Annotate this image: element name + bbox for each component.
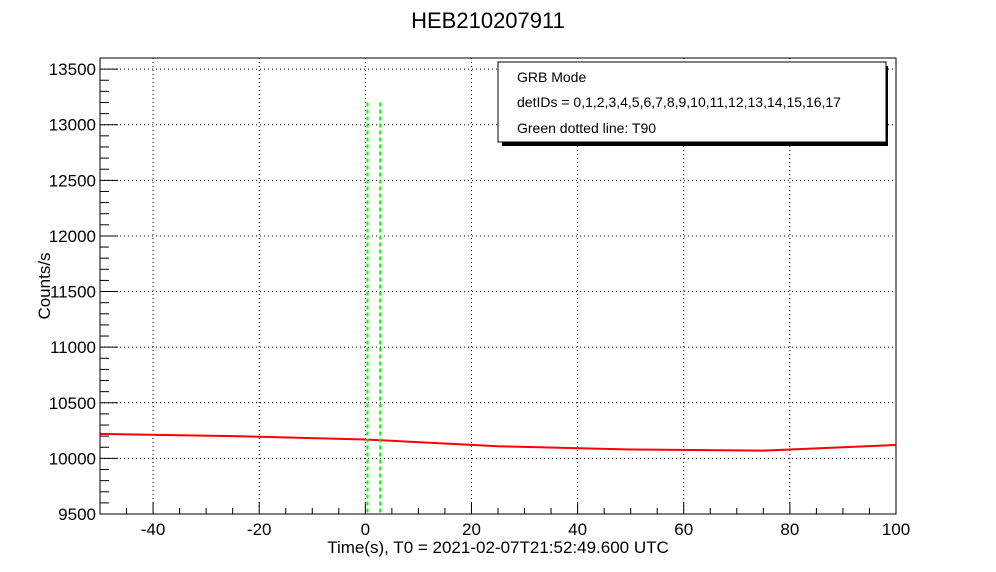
y-tick-label: 10000 bbox=[49, 449, 96, 468]
x-axis-title: Time(s), T0 = 2021-02-07T21:52:49.600 UT… bbox=[327, 538, 669, 557]
background-fit-line bbox=[99, 432, 897, 452]
series-layer bbox=[99, 432, 897, 452]
y-tick-label: 12500 bbox=[49, 171, 96, 190]
legend-frame bbox=[497, 61, 887, 143]
x-tick-label: -40 bbox=[141, 520, 166, 539]
y-tick-label: 12000 bbox=[49, 227, 96, 246]
x-tick-label: 0 bbox=[361, 520, 370, 539]
legend-line-t90: Green dotted line: T90 bbox=[517, 120, 656, 136]
y-axis-title: Counts/s bbox=[35, 252, 54, 319]
legend-line-detids: detIDs = 0,1,2,3,4,5,6,7,8,9,10,11,12,13… bbox=[517, 94, 841, 110]
x-axis: -40 -20 0 20 40 60 80 100 bbox=[99, 502, 910, 539]
y-tick-label: 11000 bbox=[50, 338, 96, 357]
y-tick-label: 9500 bbox=[58, 505, 96, 524]
t90-markers bbox=[366, 102, 382, 514]
x-tick-label: -20 bbox=[247, 520, 272, 539]
x-tick-label: 20 bbox=[462, 520, 481, 539]
legend-line-mode: GRB Mode bbox=[517, 69, 586, 85]
y-tick-label: 10500 bbox=[49, 394, 96, 413]
y-tick-label: 13500 bbox=[49, 60, 96, 79]
chart-title: HEB210207911 bbox=[411, 8, 565, 33]
y-tick-label: 11500 bbox=[50, 283, 96, 302]
y-axis: 9500 10000 10500 11000 11500 12000 12500 13000 1… bbox=[49, 57, 118, 524]
legend-box: GRB Mode detIDs = 0,1,2,3,4,5,6,7,8,9,10… bbox=[497, 61, 888, 146]
x-tick-label: 40 bbox=[568, 520, 587, 539]
x-tick-label: 100 bbox=[882, 520, 910, 539]
x-tick-label: 60 bbox=[674, 520, 693, 539]
y-tick-label: 13000 bbox=[49, 116, 96, 135]
x-tick-label: 80 bbox=[780, 520, 799, 539]
